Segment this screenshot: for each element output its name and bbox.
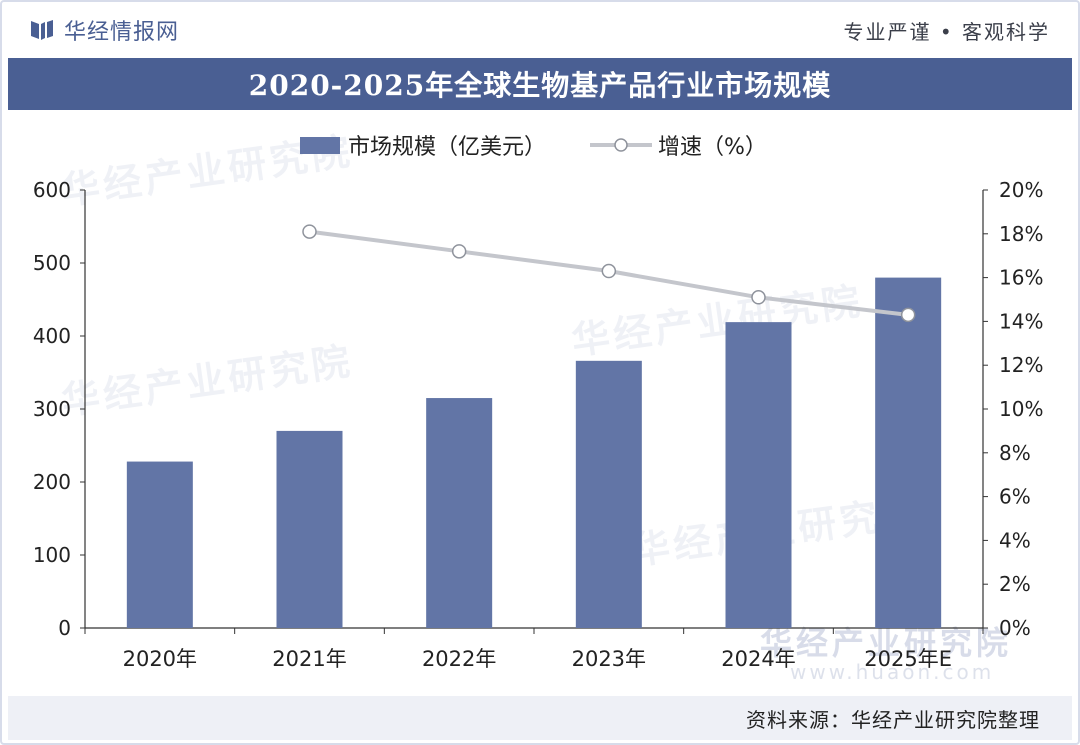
line-point (900, 307, 916, 323)
y-tick-label-right: 0% (999, 616, 1031, 640)
bar (875, 277, 942, 628)
y-tick-label-right: 4% (999, 528, 1031, 552)
bar (426, 398, 493, 628)
y-tick-label-right: 12% (999, 353, 1043, 377)
y-tick-label-left: 100 (33, 543, 71, 567)
bar (126, 461, 193, 628)
y-tick-label-right: 14% (999, 309, 1043, 333)
y-tick-label-left: 400 (33, 324, 71, 348)
chart-title: 2020-2025年全球生物基产品行业市场规模 (248, 69, 832, 102)
slogan: 专业严谨 • 客观科学 (843, 20, 1050, 44)
x-tick-label: 2023年 (572, 647, 646, 671)
y-tick-label-right: 18% (999, 222, 1043, 246)
legend-label-bar: 市场规模（亿美元） (348, 135, 547, 160)
bar (725, 322, 792, 628)
legend: 市场规模（亿美元） 增速（%） (300, 128, 767, 162)
legend-line-swatch (590, 138, 653, 152)
y-tick-label-right: 8% (999, 441, 1031, 465)
legend-bar-swatch (300, 136, 340, 154)
x-tick-label: 2025年E (864, 647, 952, 671)
watermark: 华经产业研究院 (760, 624, 1013, 662)
footer: 资料来源：华经产业研究院整理 (8, 696, 1072, 740)
top-bar: 华经情报网 专业严谨 • 客观科学 (0, 0, 1080, 56)
y-tick-label-right: 10% (999, 397, 1043, 421)
y-tick-label-left: 500 (33, 251, 71, 275)
line-point (302, 224, 317, 239)
bar (575, 360, 642, 628)
y-tick-label-right: 6% (999, 485, 1031, 509)
watermark-url: www.huaon.com (790, 660, 995, 684)
brand-name: 华经情报网 (64, 20, 180, 45)
x-tick-label: 2024年 (721, 647, 795, 671)
y-tick-label-left: 300 (33, 397, 71, 421)
line-point (601, 263, 617, 279)
x-tick-label: 2022年 (422, 647, 496, 671)
x-tick-label: 2021年 (272, 647, 346, 671)
y-tick-label-right: 20% (999, 178, 1043, 202)
chart-plot: 0 100 200 300 400 500 600 0% 2% 4% 6% 8% 10% 12% 14% 16… (33, 178, 1044, 671)
source-note: 资料来源：华经产业研究院整理 (746, 708, 1040, 732)
huajing-logo-icon (31, 20, 53, 40)
y-tick-label-right: 2% (999, 572, 1031, 596)
line-point (451, 244, 467, 259)
bar (276, 430, 343, 628)
y-tick-label-left: 200 (33, 470, 71, 494)
y-tick-label-right: 16% (999, 266, 1043, 290)
y-tick-label-left: 0 (58, 616, 71, 640)
y-tick-label-left: 600 (33, 178, 71, 202)
title-bar: 2020-2025年全球生物基产品行业市场规模 (8, 58, 1072, 110)
line-point (751, 290, 766, 305)
legend-label-line: 增速（%） (658, 135, 767, 160)
x-tick-label: 2020年 (123, 647, 197, 671)
